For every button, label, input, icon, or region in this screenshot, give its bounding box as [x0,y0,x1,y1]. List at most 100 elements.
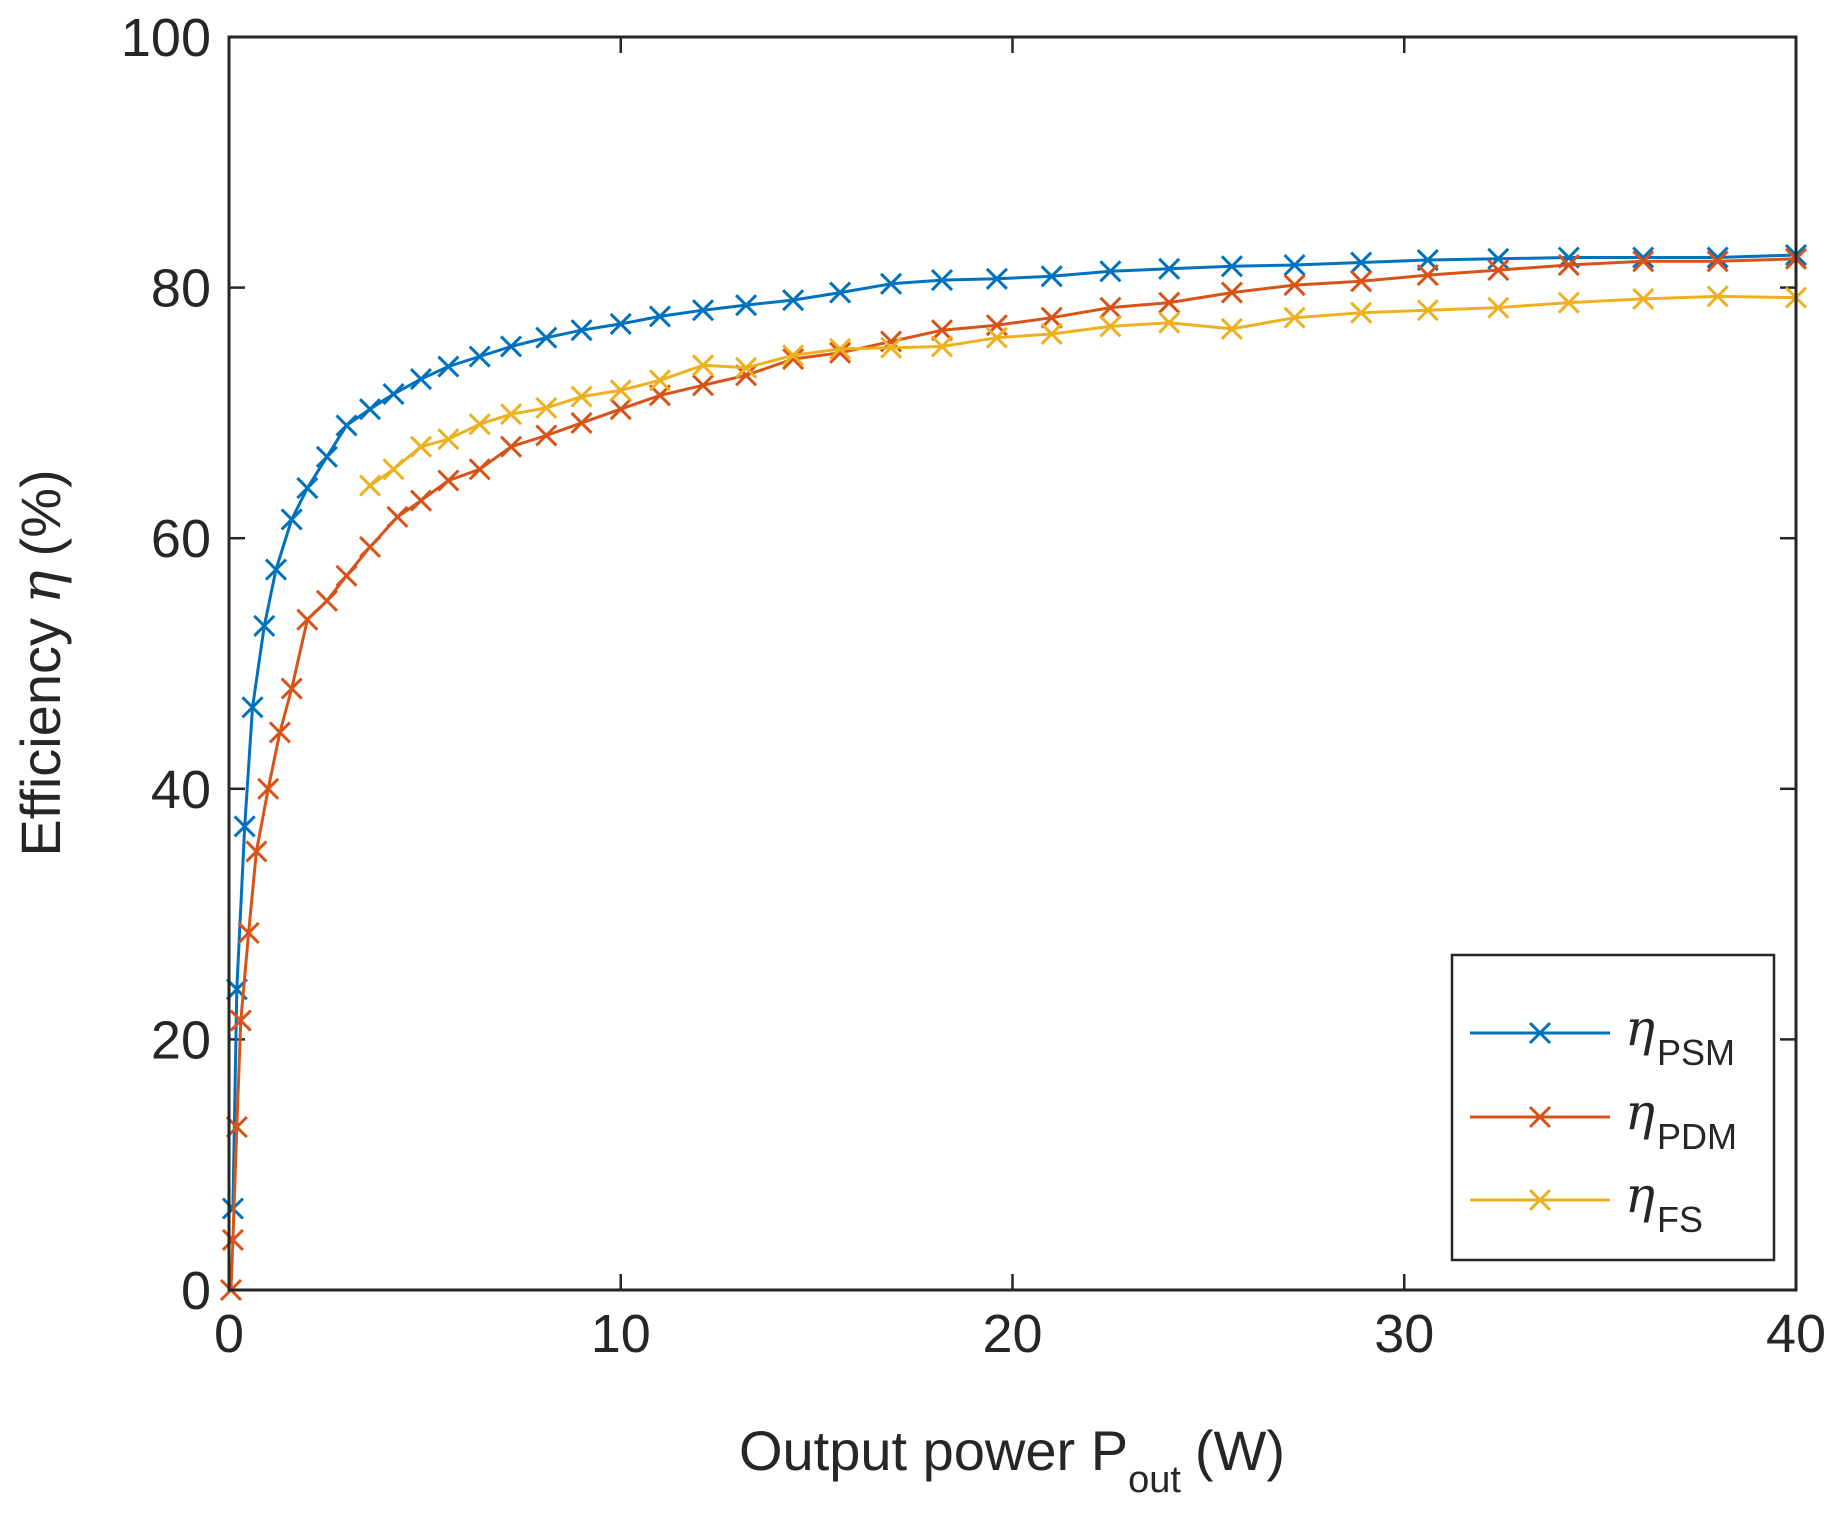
data-point-pdm [1040,306,1063,329]
legend-box [1450,953,1776,1262]
y-tick-label: 100 [121,8,211,68]
data-point-psm [735,294,758,317]
data-point-fs [1220,317,1243,341]
legend-subscript: PDM [1657,1116,1737,1157]
data-point-psm [499,335,523,358]
series-fs [358,285,1808,497]
data-point-psm [609,312,632,335]
data-point-fs [985,326,1008,349]
data-point-fs [409,435,433,458]
data-point-psm [253,614,276,637]
legend-item-pdm: ηPDM [1470,1083,1737,1157]
y-tick-label: 60 [151,509,211,569]
data-point-pdm [468,458,491,481]
data-point-psm [241,696,264,719]
x-axis-title-sub: out [1128,1459,1181,1501]
legend-symbol: η [1625,999,1655,1057]
series-layer [219,243,1808,1302]
data-point-psm [985,267,1008,290]
x-tick-label: 20 [982,1304,1042,1364]
data-point-fs [1283,306,1306,329]
data-point-fs [382,458,405,481]
data-point-psm [296,477,319,500]
data-point-psm [1220,255,1243,278]
x-tick-label: 40 [1766,1304,1826,1364]
plot-frame [227,35,1798,1292]
data-point-pdm [358,535,382,559]
data-point-fs [735,356,758,379]
legend-label-fs: ηFS [1625,1166,1703,1240]
data-point-pdm [1632,250,1655,273]
legend-marker-pdm [1528,1105,1552,1129]
legend-subscript: FS [1657,1199,1703,1240]
data-point-pdm [315,589,338,612]
data-point-pdm [1557,253,1580,277]
x-tick-label: 10 [591,1304,651,1364]
data-point-pdm [570,411,593,434]
data-point-psm [358,398,382,421]
data-point-fs [1706,285,1729,308]
data-point-psm [1099,260,1122,283]
data-point-pdm [691,374,715,397]
data-point-psm [1040,265,1063,288]
data-point-fs [535,396,558,419]
data-point-pdm [1416,264,1439,287]
data-point-fs [358,474,382,497]
data-point-psm [930,269,954,292]
data-point-pdm [268,721,291,744]
data-point-psm [1632,246,1655,269]
tick-labels: 0 10 20 30 40 0 20 40 60 80 100 [121,8,1826,1364]
data-point-pdm [221,1228,244,1251]
data-point-fs [1158,311,1181,334]
data-point-psm [437,355,460,378]
legend-marker-fs [1528,1188,1552,1212]
data-point-psm [280,508,303,531]
data-point-fs [1040,322,1063,346]
data-point-psm [382,383,405,406]
data-point-pdm [499,435,523,458]
y-axis-title-main: Efficiency [9,618,72,857]
legend-subscript: PSM [1657,1032,1735,1073]
data-point-pdm [229,1009,252,1032]
data-point-fs [609,379,632,402]
legend-symbol: η [1625,1083,1655,1141]
data-point-pdm [609,398,632,421]
data-point-psm [468,345,491,368]
data-point-pdm [409,489,433,512]
data-point-psm [691,299,715,322]
data-point-fs [879,336,903,359]
data-point-pdm [386,505,409,528]
y-axis-title: Efficiency η (%) [9,469,74,856]
legend-label-psm: ηPSM [1625,999,1735,1073]
data-point-pdm [1283,274,1306,297]
data-point-pdm [280,677,303,700]
data-point-psm [335,414,358,437]
legend-symbol: η [1625,1166,1655,1224]
legend-label-pdm: ηPDM [1625,1083,1737,1157]
data-point-pdm [245,840,268,863]
data-point-psm [264,558,288,581]
data-point-fs [930,335,954,358]
x-axis-title-unit: (W) [1195,1419,1285,1482]
data-point-psm [409,368,433,391]
data-point-pdm [237,921,260,944]
legend-item-fs: ηFS [1470,1166,1703,1240]
data-point-pdm [1220,281,1243,304]
data-point-fs [1416,299,1439,322]
data-point-fs [782,344,805,367]
data-point-fs [499,403,523,426]
data-point-psm [1158,257,1181,280]
data-point-psm [1350,251,1373,274]
data-point-pdm [829,341,852,364]
data-point-psm [648,305,671,328]
data-point-pdm [1706,250,1729,273]
data-point-fs [1632,287,1655,310]
data-point-fs [437,428,460,451]
data-point-psm [1283,253,1306,277]
data-point-fs [1557,291,1580,314]
y-tick-label: 0 [181,1261,211,1321]
data-point-fs [1099,315,1122,338]
data-point-pdm [335,564,358,587]
